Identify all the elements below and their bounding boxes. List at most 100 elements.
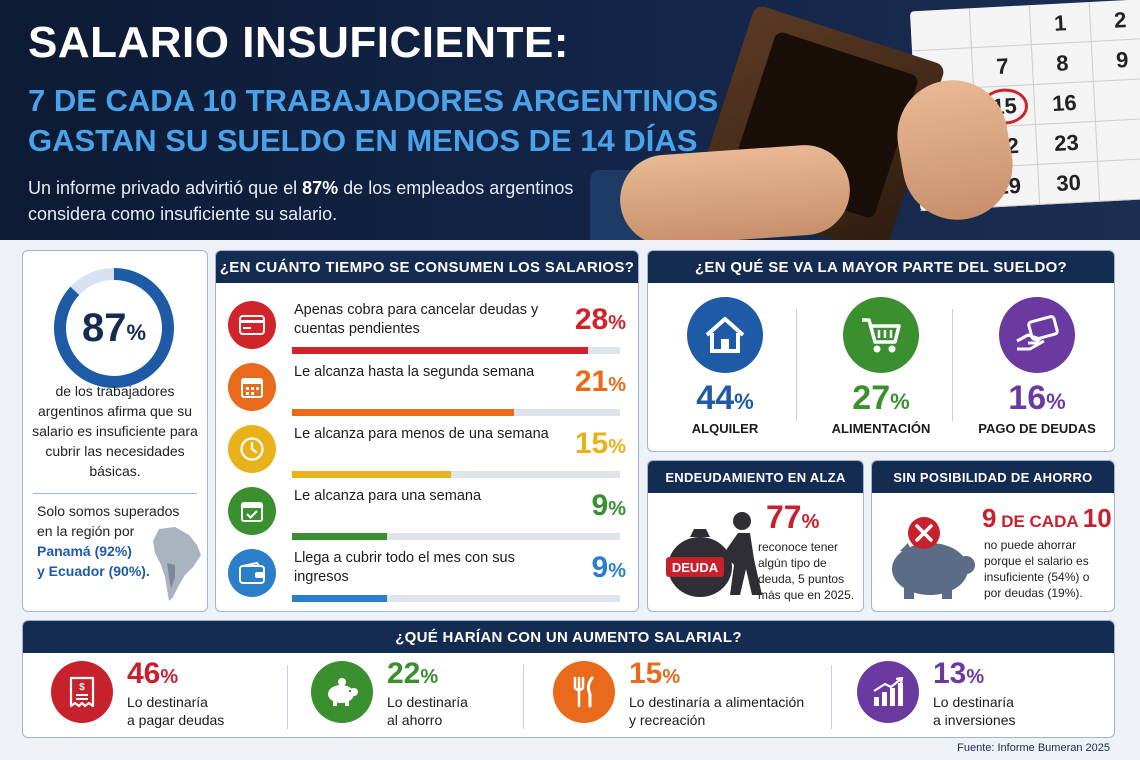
spending-label: PAGO DE DEUDAS <box>978 421 1096 436</box>
duration-row: Le alcanza para una semana 9% <box>216 487 640 547</box>
highlight-percent: 87% <box>302 178 339 198</box>
clock-icon <box>228 425 276 473</box>
progress-fill <box>292 595 388 602</box>
duration-label: Llega a cubrir todo el mes con sus ingre… <box>294 550 515 585</box>
insufficient-description: de los trabajadores argentinos afirma qu… <box>32 383 198 479</box>
spending-value: 44% <box>696 379 754 417</box>
calendar-icon <box>228 363 276 411</box>
duration-label: Le alcanza para una semana <box>294 488 482 504</box>
percent-ring <box>54 268 174 388</box>
spending-value: 27% <box>852 379 910 417</box>
divider <box>523 665 524 729</box>
insufficient-salary-panel: 87% de los trabajadores argentinos afirm… <box>22 250 208 612</box>
calendar-check-icon <box>228 487 276 535</box>
panel-title: ENDEUDAMIENTO EN ALZA <box>648 461 863 493</box>
raise-value: 15% <box>629 657 681 690</box>
duration-value: 9% <box>591 489 626 522</box>
wallet-icon <box>228 549 276 597</box>
progress-track <box>292 471 620 478</box>
spending-item: 44% ALQUILER <box>650 297 800 447</box>
duration-row: Le alcanza hasta la segunda semana 21% <box>216 363 640 423</box>
raise-item: 15% Lo destinaría a alimentación y recrea… <box>553 657 833 735</box>
progress-fill <box>292 347 589 354</box>
calendar-day: 2 <box>1089 0 1140 42</box>
subtitle-line-1: 7 DE CADA 10 TRABAJADORES ARGENTINOS <box>28 83 719 118</box>
piggy-bank-icon <box>311 661 373 723</box>
calendar-day: 9 <box>1091 38 1140 82</box>
salary-spending-panel: ¿EN QUÉ SE VA LA MAYOR PARTE DEL SUELDO?… <box>647 250 1115 452</box>
spending-label: ALIMENTACIÓN <box>831 421 931 436</box>
spending-value: 16% <box>1008 379 1066 417</box>
shopping-cart-icon <box>843 297 919 373</box>
region-note: Solo somos superados en la región por Pa… <box>37 501 197 581</box>
divider <box>287 665 288 729</box>
rising-debt-panel: ENDEUDAMIENTO EN ALZA DEUDA 77% reconoce… <box>647 460 864 612</box>
raise-description: Lo destinaría a alimentación y recreación <box>629 694 805 728</box>
no-savings-panel: SIN POSIBILIDAD DE AHORRO 9 DE CADA 10 n… <box>871 460 1115 612</box>
country-ecuador: y Ecuador (90%). <box>37 563 150 579</box>
spending-label: ALQUILER <box>691 421 759 436</box>
progress-fill <box>292 409 515 416</box>
spending-item: 16% PAGO DE DEUDAS <box>962 297 1112 447</box>
spending-item: 27% ALIMENTACIÓN <box>806 297 956 447</box>
header-description: Un informe privado advirtió que el 87% d… <box>28 178 574 224</box>
progress-track <box>292 533 620 540</box>
main-title: SALARIO INSUFICIENTE: <box>28 18 569 67</box>
duration-value: 9% <box>591 551 626 584</box>
progress-fill <box>292 471 451 478</box>
salary-raise-panel: ¿QUÉ HARÍAN CON UN AUMENTO SALARIAL? $ 4… <box>22 620 1115 738</box>
duration-row: Apenas cobra para cancelar deudas y cuen… <box>216 301 640 361</box>
panel-title: SIN POSIBILIDAD DE AHORRO <box>872 461 1114 493</box>
progress-track <box>292 409 620 416</box>
calendar-day: 1 <box>1029 1 1092 46</box>
credit-card-icon <box>228 301 276 349</box>
receipt-icon: $ <box>51 661 113 723</box>
progress-track <box>292 595 620 602</box>
ring-fill <box>54 268 174 388</box>
divider <box>831 665 832 729</box>
duration-value: 28% <box>574 303 626 336</box>
duration-row: Le alcanza para menos de una semana 15% <box>216 425 640 485</box>
calendar-day: 23 <box>1036 121 1099 165</box>
progress-fill <box>292 533 388 540</box>
subtitle-line-2: GASTAN SU SUELDO EN MENOS DE 14 DÍAS <box>28 123 698 158</box>
duration-label: Le alcanza hasta la segunda semana <box>294 364 535 380</box>
calendar-day: 30 <box>1038 161 1101 205</box>
progress-track <box>292 347 620 354</box>
divider <box>796 309 797 421</box>
calendar-day: 7 <box>971 45 1034 89</box>
piggy-bank-x-icon <box>892 517 975 599</box>
fork-knife-icon <box>553 661 615 723</box>
raise-description: Lo destinaría a pagar deudas <box>127 694 225 728</box>
duration-value: 15% <box>574 427 626 460</box>
divider <box>952 309 953 421</box>
debt-percent: 77% <box>766 499 820 535</box>
raise-description: Lo destinaría al ahorro <box>387 694 468 728</box>
card-payment-icon <box>999 297 1075 373</box>
duration-label: Le alcanza para menos de una semana <box>294 426 549 442</box>
debt-description: reconoce tener algún tipo de deuda, 5 pu… <box>758 540 855 602</box>
calendar-day: 8 <box>1031 41 1094 86</box>
growth-chart-icon <box>857 661 919 723</box>
raise-item: 13% Lo destinaría a inversiones <box>857 657 1087 735</box>
calendar-day: 16 <box>1033 81 1096 125</box>
raise-value: 13% <box>933 657 985 690</box>
savings-description: no puede ahorrar porque el salario es in… <box>984 538 1090 600</box>
debt-bag-icon: DEUDA <box>666 512 762 597</box>
raise-value: 22% <box>387 657 439 690</box>
panel-title: ¿EN QUÉ SE VA LA MAYOR PARTE DEL SUELDO? <box>648 251 1114 283</box>
panel-title: ¿QUÉ HARÍAN CON UN AUMENTO SALARIAL? <box>23 621 1114 653</box>
ring-percent: 87% <box>81 305 147 350</box>
raise-item: 22% Lo destinaría al ahorro <box>311 657 521 735</box>
south-america-map-icon <box>153 527 201 601</box>
duration-value: 21% <box>574 365 626 398</box>
header-banner: 1 2 7 8 9 14 15 16 22 23 29 30 SALARIO I… <box>0 0 1140 240</box>
duration-row: Llega a cubrir todo el mes con sus ingre… <box>216 549 640 609</box>
source-credit: Fuente: Informe Bumeran 2025 <box>957 742 1110 754</box>
svg-text:$: $ <box>79 682 85 693</box>
duration-label: Apenas cobra para cancelar deudas y cuen… <box>294 302 539 337</box>
panel-title: ¿EN CUÁNTO TIEMPO SE CONSUMEN LOS SALARI… <box>216 251 638 283</box>
savings-ratio: 9 DE CADA 10 <box>982 503 1112 533</box>
salary-duration-panel: ¿EN CUÁNTO TIEMPO SE CONSUMEN LOS SALARI… <box>215 250 639 612</box>
raise-description: Lo destinaría a inversiones <box>933 694 1016 728</box>
